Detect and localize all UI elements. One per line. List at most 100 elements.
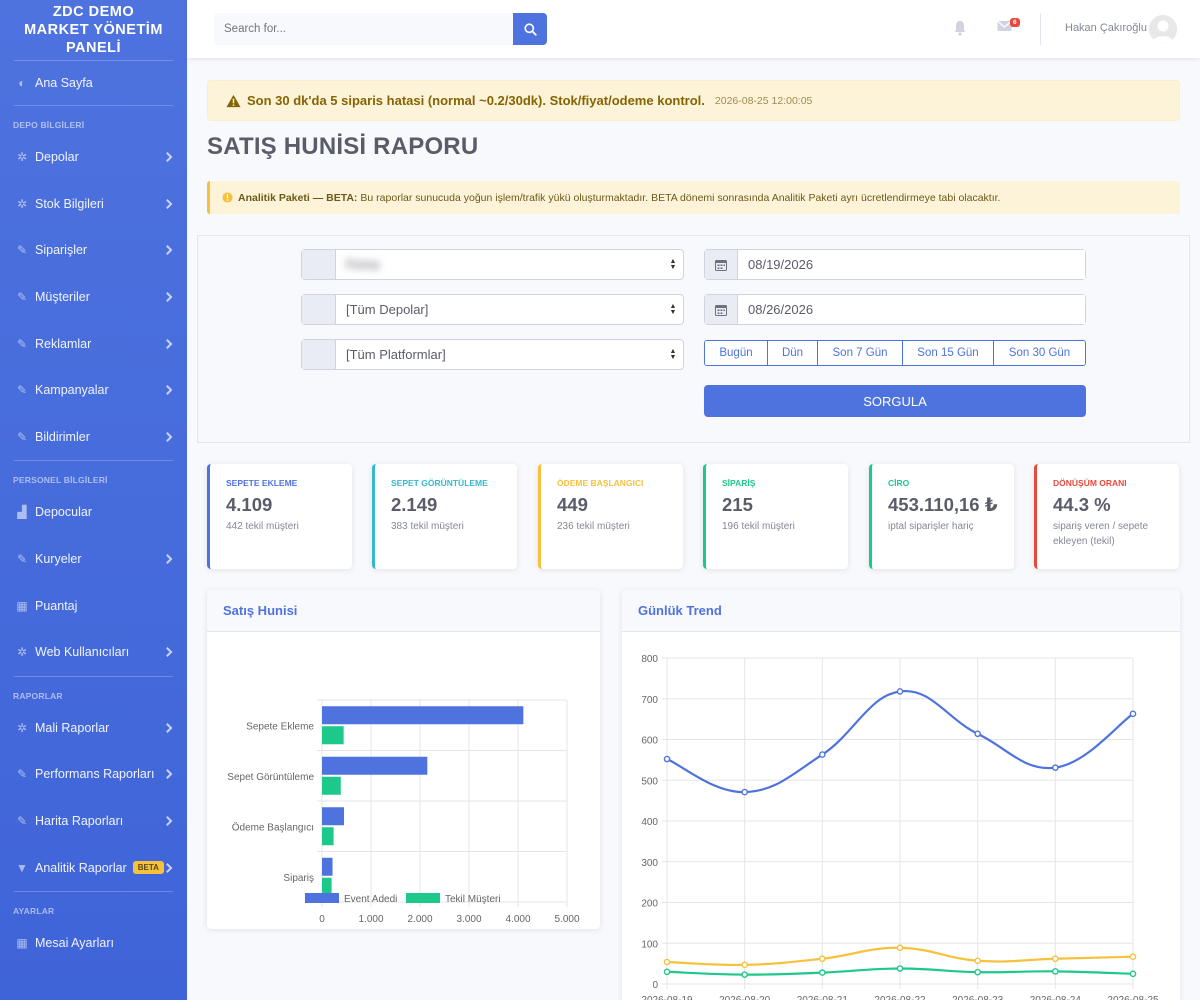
beta-notice-title: Analitik Paketi — BETA: (238, 191, 358, 204)
chevron-right-icon (162, 554, 173, 564)
search-button[interactable] (513, 13, 547, 45)
chevron-right-icon (162, 245, 173, 256)
x-tick-label: 2026-08-23 (952, 995, 1004, 1000)
kpi-subtext: 442 tekil müşteri (226, 521, 299, 532)
page-title: SATIŞ HUNİSİ RAPORU (207, 133, 479, 160)
select-prefix (302, 250, 336, 279)
sidebar-item-depolar[interactable]: ✲ Depolar (0, 134, 187, 181)
sidebar-item-m-teriler[interactable]: ✎ Müşteriler (0, 274, 187, 321)
bell-icon[interactable] (953, 20, 967, 36)
gear-icon: ✲ (16, 645, 28, 660)
company-select[interactable]: Firma ▲ ▼ (301, 249, 684, 280)
y-tick-label: 200 (641, 899, 658, 910)
sidebar-item-depocular[interactable]: ▟ Depocular (0, 489, 187, 536)
data-point (741, 961, 748, 969)
chart-icon: ▟ (17, 505, 27, 520)
sidebar: ZDC DEMO MARKET YÖNETİM PANELİ ◐ Ana Say… (0, 0, 187, 1000)
chevron-right-icon (162, 816, 173, 826)
sidebar-item-reklamlar[interactable]: ✎ Reklamlar (0, 320, 187, 367)
kpi-label: CİRO (888, 478, 910, 488)
trend-card-title: Günlük Trend (622, 590, 1180, 632)
category-label: Sepete Ekleme (246, 721, 314, 732)
search-input[interactable] (214, 13, 513, 45)
funnel-bar (322, 706, 524, 725)
data-point (896, 688, 904, 695)
sidebar-item-web-kullan-c-lar-[interactable]: ✲ Web Kullanıcıları (0, 629, 187, 676)
user-name[interactable]: Hakan Çakıroğlu (1065, 22, 1147, 34)
alert-text: Son 30 dk'da 5 siparis hatasi (normal ~0… (247, 93, 705, 108)
brand-title[interactable]: ZDC DEMO MARKET YÖNETİM PANELİ (24, 4, 163, 56)
start-date-input[interactable] (738, 250, 1085, 279)
sidebar-item-kampanyalar[interactable]: ✎ Kampanyalar (0, 367, 187, 414)
y-tick-label: 400 (641, 817, 658, 828)
filter-panel: Firma ▲ ▼ [Tüm Depolar] ▲ ▼ [Tüm Platforml… (197, 235, 1190, 443)
depot-select[interactable]: [Tüm Depolar] ▲ ▼ (301, 294, 684, 325)
funnel-bar (322, 776, 341, 795)
range-today-button[interactable]: Bugün (705, 341, 768, 365)
range-7days-button[interactable]: Son 7 Gün (818, 341, 903, 365)
sidebar-item-mesai-ayarlar-[interactable]: ▦ Mesai Ayarları (0, 920, 187, 967)
x-tick-label: 5.000 (554, 914, 579, 925)
avatar[interactable] (1149, 15, 1177, 43)
data-point (1052, 955, 1059, 963)
kpi-card: SİPARİŞ 215 196 tekil müşteri (703, 464, 848, 569)
trend-chart: 0 100 200 300 400 500 600 700 800 2026-08-19 2026-… (641, 654, 1159, 1000)
kpi-value: 449 (557, 494, 588, 515)
sidebar-item-label: Reklamlar (35, 336, 92, 351)
wrench-icon: ✎ (16, 243, 28, 258)
select-arrows-icon: ▲ ▼ (669, 257, 677, 271)
wrench-icon: ✎ (16, 383, 28, 398)
data-point (1129, 970, 1137, 978)
envelope-icon[interactable] (997, 20, 1012, 32)
sidebar-item-label: Müşteriler (35, 290, 90, 305)
sidebar-item-home[interactable]: ◐ Ana Sayfa (0, 61, 187, 105)
range-15days-button[interactable]: Son 15 Gün (903, 341, 994, 365)
funnel-chart: 0 1.000 2.000 3.000 4.000 5.000 Sepete Ekleme S… (227, 699, 580, 925)
warning-icon (226, 94, 241, 107)
x-tick-label: 2026-08-19 (641, 995, 693, 1000)
range-30days-button[interactable]: Son 30 Gün (994, 341, 1085, 365)
select-arrows-icon: ▲ ▼ (669, 347, 677, 361)
calendar-icon-wrap (705, 250, 738, 279)
funnel-bar (322, 857, 333, 876)
legend-swatch (406, 893, 440, 903)
range-yesterday-button[interactable]: Dün (768, 341, 818, 365)
messages-count-badge: 6 (1010, 18, 1020, 27)
data-point (741, 788, 748, 796)
sidebar-item-label: Ana Sayfa (35, 76, 93, 90)
alert-timestamp: 2026-08-25 12:00:05 (714, 94, 813, 107)
wrench-icon: ✎ (16, 336, 28, 351)
data-point (896, 965, 904, 972)
x-tick-label: 3.000 (456, 914, 481, 925)
chevron-right-icon (162, 647, 173, 658)
sidebar-item-harita-raporlar-[interactable]: ✎ Harita Raporları (0, 798, 187, 845)
y-tick-label: 0 (652, 980, 658, 991)
sidebar-divider (14, 60, 173, 61)
category-label: Ödeme Başlangıcı (232, 821, 314, 833)
sidebar-item-analitik-raporlar[interactable]: ▼ Analitik Raporlar BETA (0, 844, 187, 891)
kpi-label: SEPETE EKLEME (226, 478, 298, 488)
category-label: Sepet Görüntüleme (227, 772, 314, 783)
query-button[interactable]: SORGULA (704, 385, 1086, 417)
calendar-icon (715, 259, 727, 271)
sidebar-item-sipari-ler[interactable]: ✎ Siparişler (0, 227, 187, 274)
start-date-field (704, 249, 1086, 280)
kpi-value: 215 (722, 494, 753, 515)
sidebar-item-puantaj[interactable]: ▦ Puantaj (0, 582, 187, 629)
sidebar-item-kuryeler[interactable]: ✎ Kuryeler (0, 536, 187, 583)
chevron-right-icon (162, 198, 173, 209)
select-prefix (302, 340, 336, 369)
sidebar-item-bildirimler[interactable]: ✎ Bildirimler (0, 414, 187, 461)
chevron-right-icon (162, 431, 173, 442)
sidebar-item-label: Harita Raporları (35, 814, 124, 829)
data-point (663, 755, 671, 763)
sidebar-item-performans-raporlar-[interactable]: ✎ Performans Raporları (0, 751, 187, 798)
sidebar-item-stok-bilgileri[interactable]: ✲ Stok Bilgileri (0, 181, 187, 228)
kpi-subtext: 383 tekil müşteri (391, 521, 464, 532)
sidebar-item-label: Bildirimler (35, 429, 90, 444)
calendar-icon (715, 304, 727, 316)
data-point (974, 730, 981, 738)
platform-select[interactable]: [Tüm Platformlar] ▲ ▼ (301, 339, 684, 370)
sidebar-item-mali-raporlar[interactable]: ✲ Mali Raporlar (0, 705, 187, 752)
end-date-input[interactable] (738, 295, 1085, 324)
